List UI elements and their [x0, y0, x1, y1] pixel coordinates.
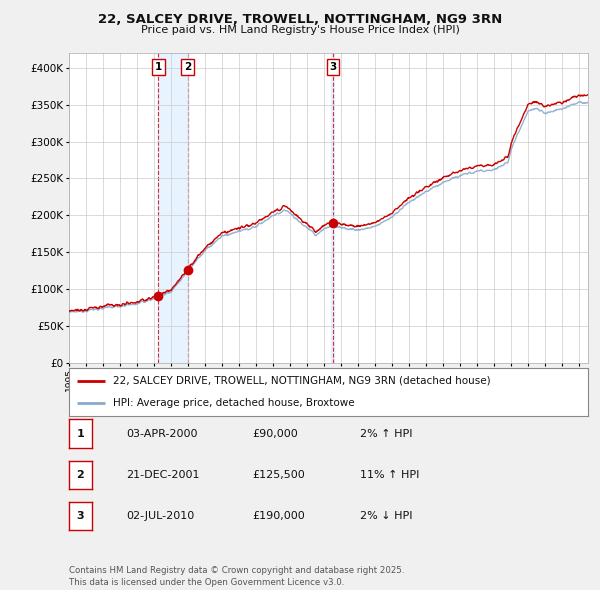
Text: £190,000: £190,000	[252, 512, 305, 521]
Text: 1: 1	[77, 429, 84, 438]
Text: 21-DEC-2001: 21-DEC-2001	[126, 470, 199, 480]
Text: 1: 1	[155, 62, 162, 72]
Bar	[158, 53, 188, 363]
Text: 3: 3	[329, 62, 337, 72]
Text: 2% ↓ HPI: 2% ↓ HPI	[360, 512, 413, 521]
Text: 02-JUL-2010: 02-JUL-2010	[126, 512, 194, 521]
Text: 22, SALCEY DRIVE, TROWELL, NOTTINGHAM, NG9 3RN: 22, SALCEY DRIVE, TROWELL, NOTTINGHAM, N…	[98, 13, 502, 26]
Text: 22, SALCEY DRIVE, TROWELL, NOTTINGHAM, NG9 3RN (detached house): 22, SALCEY DRIVE, TROWELL, NOTTINGHAM, N…	[113, 376, 491, 386]
Text: £125,500: £125,500	[252, 470, 305, 480]
Text: 2: 2	[77, 470, 84, 480]
Text: 3: 3	[77, 512, 84, 521]
Text: 2% ↑ HPI: 2% ↑ HPI	[360, 429, 413, 438]
Text: Price paid vs. HM Land Registry's House Price Index (HPI): Price paid vs. HM Land Registry's House …	[140, 25, 460, 35]
Text: Contains HM Land Registry data © Crown copyright and database right 2025.
This d: Contains HM Land Registry data © Crown c…	[69, 566, 404, 587]
Text: 11% ↑ HPI: 11% ↑ HPI	[360, 470, 419, 480]
Text: £90,000: £90,000	[252, 429, 298, 438]
Text: 2: 2	[184, 62, 191, 72]
Bar	[331, 53, 334, 363]
Text: HPI: Average price, detached house, Broxtowe: HPI: Average price, detached house, Brox…	[113, 398, 355, 408]
Text: 03-APR-2000: 03-APR-2000	[126, 429, 197, 438]
